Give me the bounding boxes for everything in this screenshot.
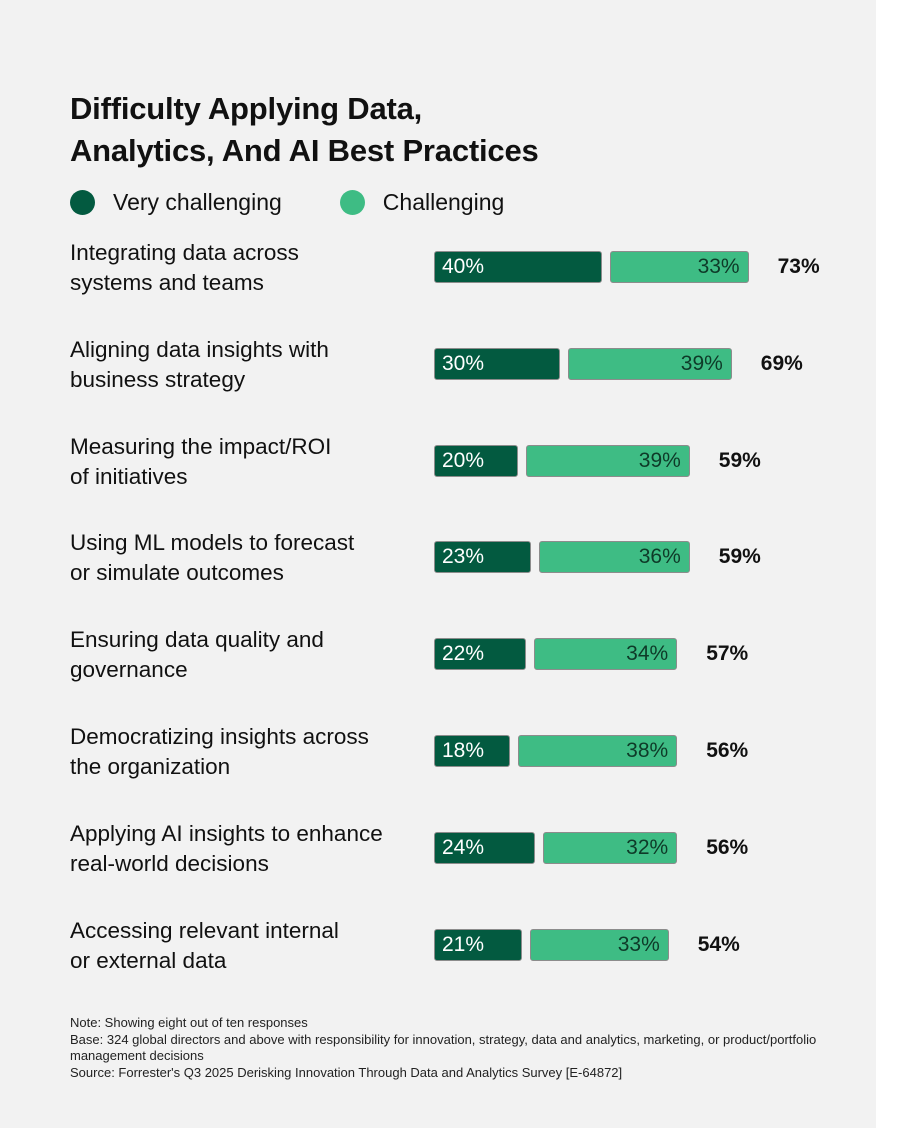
total-label: 59% bbox=[718, 448, 761, 472]
bar-challenging: 33% bbox=[610, 251, 749, 283]
category-label-line: Measuring the impact/ROI bbox=[70, 433, 332, 459]
chart-panel: Difficulty Applying Data, Analytics, And… bbox=[0, 0, 876, 1128]
bar-very-challenging: 20% bbox=[434, 444, 518, 477]
bar-challenging: 39% bbox=[568, 347, 732, 380]
bar-challenging: 33% bbox=[530, 928, 669, 961]
category-label-line: the organization bbox=[70, 754, 231, 779]
bar-challenging: 34% bbox=[534, 638, 678, 671]
bar-very-challenging: 30% bbox=[434, 347, 560, 380]
total-label: 59% bbox=[718, 545, 761, 569]
bar-very-challenging: 18% bbox=[434, 735, 510, 767]
legend-item-challenging: Challenging bbox=[339, 188, 505, 216]
legend-swatch-challenging bbox=[339, 189, 365, 215]
category-label: Ensuring data quality and governance bbox=[70, 625, 430, 685]
bar-very-challenging: 21% bbox=[434, 928, 523, 961]
footnote-note: Note: Showing eight out of ten responses bbox=[70, 1015, 308, 1030]
category-label-line: Accessing relevant internal bbox=[70, 917, 339, 943]
category-label-line: or simulate outcomes bbox=[70, 560, 284, 586]
category-label: Applying AI insights to enhance real-worl… bbox=[70, 819, 430, 879]
category-label: Using ML models to forecast or simulate o… bbox=[70, 528, 430, 588]
category-label: Integrating data across systems and teams bbox=[70, 238, 430, 298]
legend-label-challenging: Challenging bbox=[382, 188, 505, 215]
bar-very-challenging: 22% bbox=[434, 638, 527, 671]
legend-item-very-challenging: Very challenging bbox=[70, 189, 282, 216]
total-label: 57% bbox=[706, 642, 749, 666]
category-label-line: Aligning data insights with bbox=[70, 336, 329, 362]
category-label-line: governance bbox=[70, 657, 188, 683]
bar-challenging: 36% bbox=[538, 541, 690, 574]
chart-legend: Very challenging Challenging bbox=[70, 186, 562, 218]
category-label: Democratizing insights across the organiz… bbox=[70, 722, 430, 782]
total-label: 73% bbox=[777, 255, 820, 278]
category-label-line: of initiatives bbox=[70, 463, 188, 489]
total-label: 56% bbox=[706, 739, 749, 762]
total-label: 69% bbox=[760, 351, 803, 375]
category-label: Aligning data insights with business stra… bbox=[70, 335, 430, 395]
category-label-line: real-world decisions bbox=[70, 850, 269, 876]
chart-title-line-2: Analytics, And AI Best Practices bbox=[70, 133, 539, 168]
legend-label-very-challenging: Very challenging bbox=[113, 188, 282, 215]
bar-challenging: 39% bbox=[526, 444, 690, 477]
category-label-line: or external data bbox=[70, 947, 227, 973]
footnotes: Note: Showing eight out of ten responses… bbox=[70, 1015, 830, 1081]
bar-very-challenging: 24% bbox=[434, 831, 535, 864]
category-label-line: systems and teams bbox=[70, 270, 264, 295]
chart-title: Difficulty Applying Data, Analytics, And… bbox=[70, 88, 770, 172]
total-label: 56% bbox=[706, 835, 749, 859]
footnote-base: Base: 324 global directors and above wit… bbox=[70, 1031, 817, 1064]
category-label-line: Applying AI insights to enhance bbox=[70, 820, 383, 846]
bar-very-challenging: 40% bbox=[434, 251, 602, 283]
category-label-line: business strategy bbox=[70, 366, 246, 392]
total-label: 54% bbox=[697, 932, 740, 956]
bar-very-challenging: 23% bbox=[434, 541, 531, 574]
category-label: Measuring the impact/ROI of initiatives bbox=[70, 432, 430, 492]
chart-title-line-1: Difficulty Applying Data, bbox=[70, 91, 423, 126]
category-label-line: Democratizing insights across bbox=[70, 724, 369, 749]
legend-swatch-very-challenging bbox=[70, 189, 95, 215]
bar-challenging: 32% bbox=[542, 831, 678, 864]
category-label-line: Integrating data across bbox=[70, 240, 299, 265]
bar-challenging: 38% bbox=[517, 735, 678, 767]
footnote-source: Source: Forrester's Q3 2025 Derisking In… bbox=[70, 1064, 623, 1080]
category-label-line: Ensuring data quality and bbox=[70, 627, 324, 653]
category-label: Accessing relevant internal or external d… bbox=[70, 916, 430, 976]
category-label-line: Using ML models to forecast bbox=[70, 530, 355, 556]
